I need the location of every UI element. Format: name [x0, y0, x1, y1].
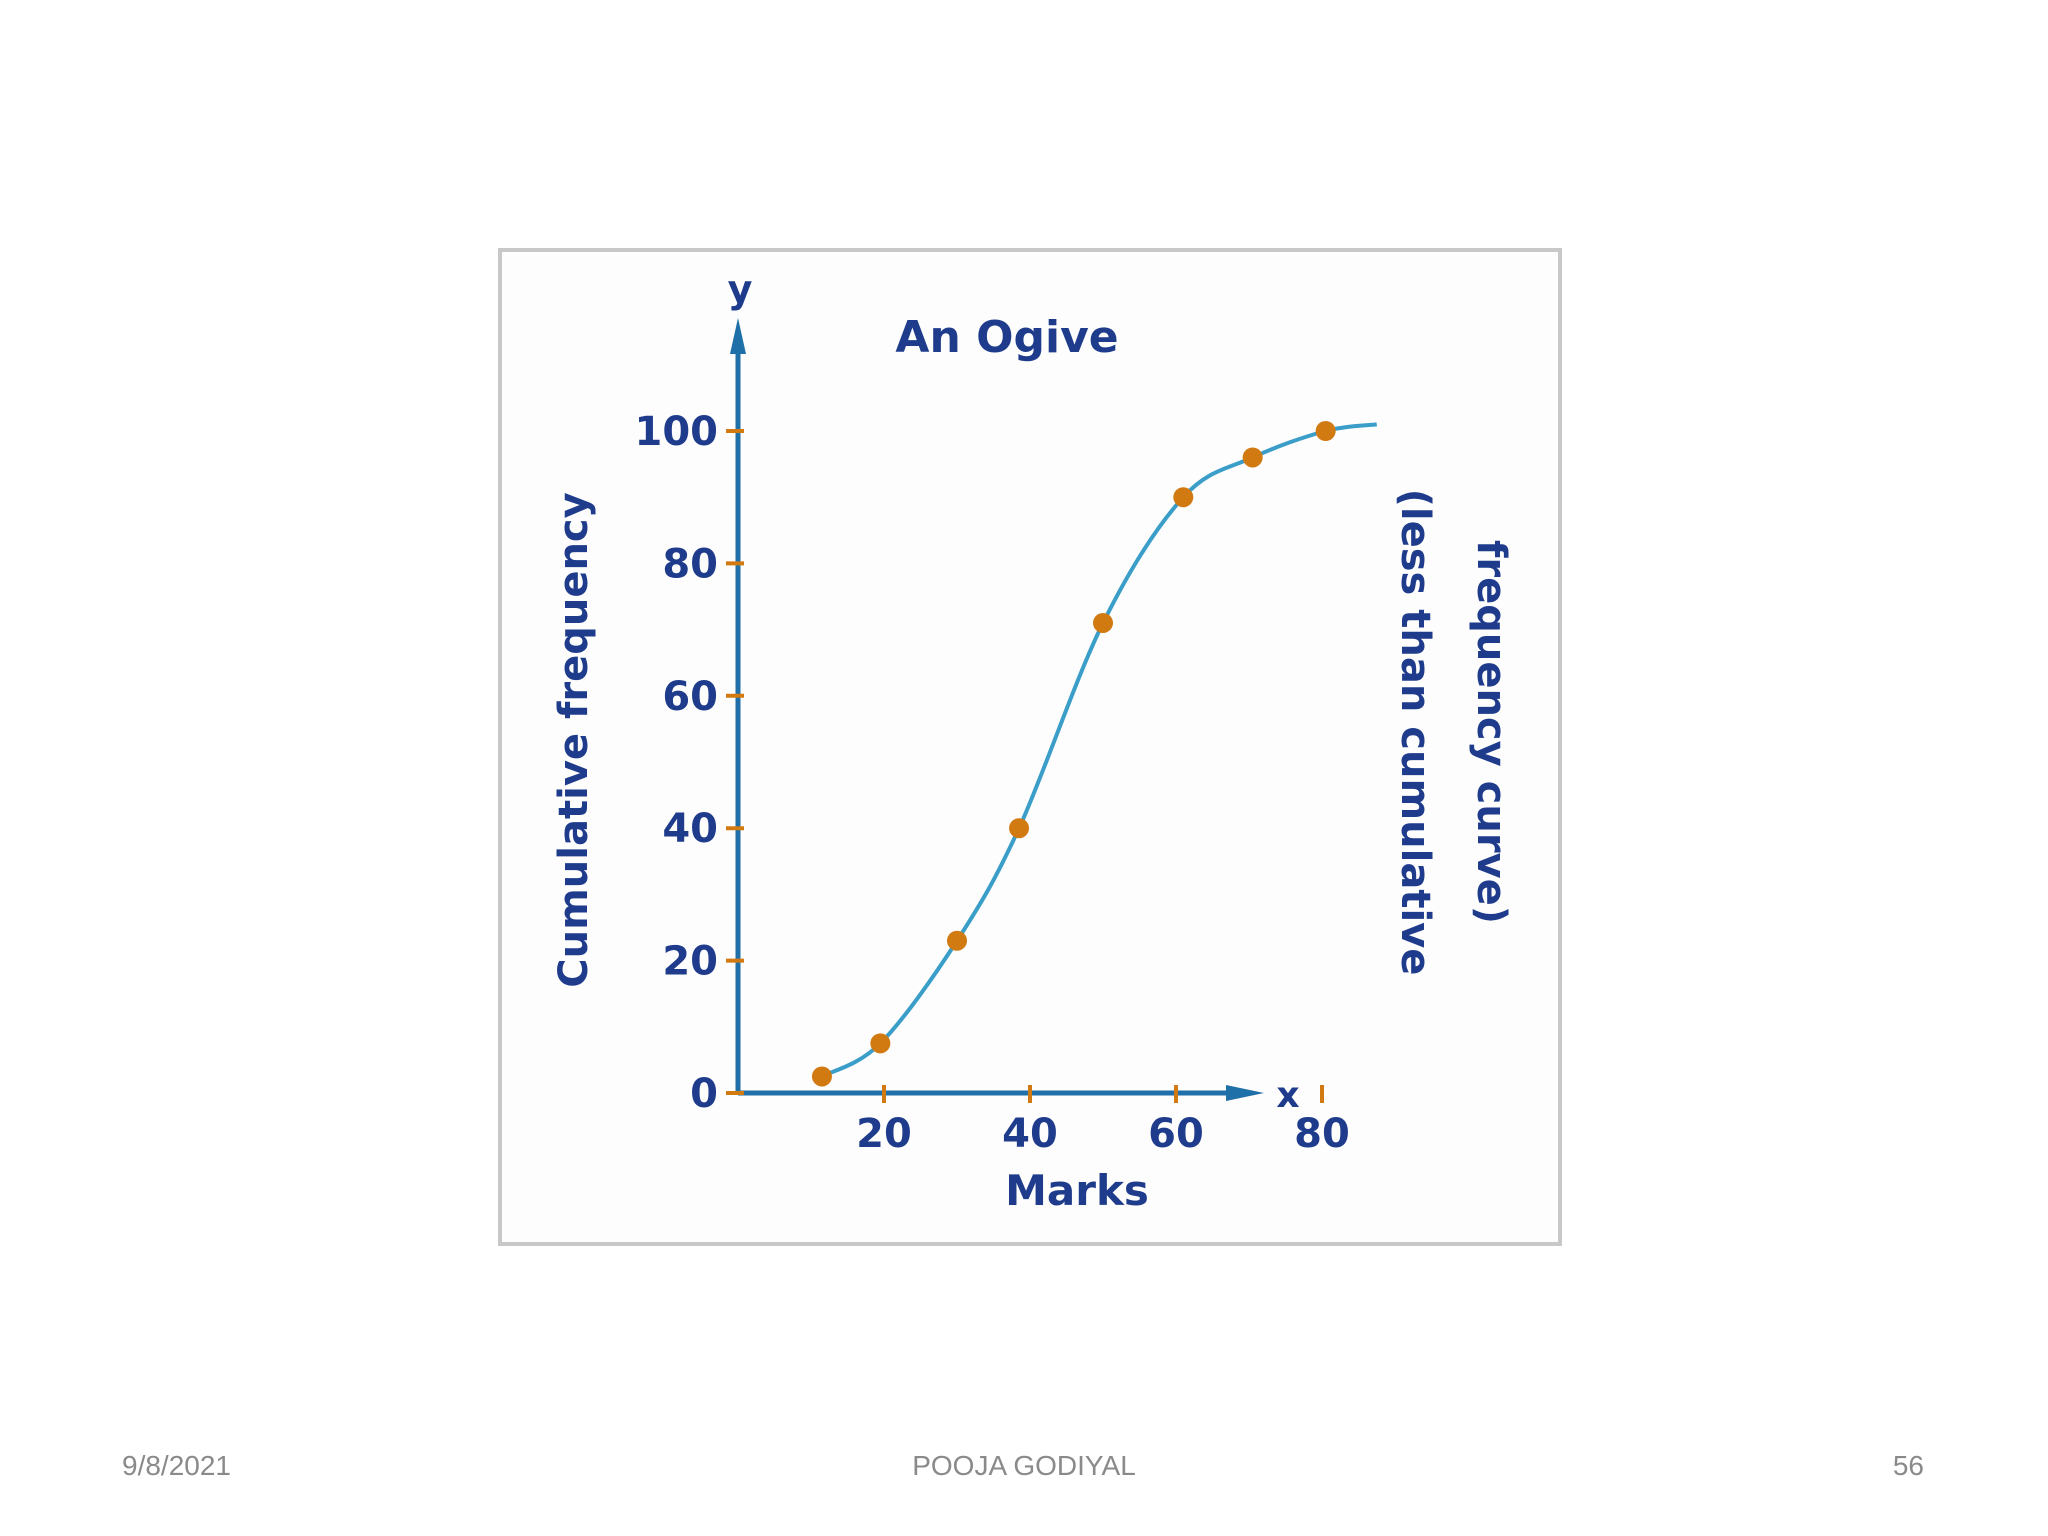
x-axis-arrow [1226, 1085, 1264, 1101]
slide-number: 56 [1892, 1450, 1924, 1481]
x-tick-label: 20 [856, 1111, 912, 1157]
x-tick-label: 40 [1002, 1111, 1058, 1157]
data-point [1093, 612, 1113, 633]
x-tick-label: 60 [1148, 1111, 1204, 1157]
chart-title: An Ogive [895, 312, 1118, 363]
data-point [1009, 818, 1030, 839]
y-axis-letter: y [728, 267, 753, 311]
ogive-curve [820, 422, 1378, 1079]
y-tick-label: 80 [662, 541, 718, 587]
chart-frame: x y 0 20 40 60 80 100 20 40 60 80 An Ogive Marks Cumul… [498, 248, 1562, 1246]
curve-annotation-line: frequency curve) [1468, 540, 1514, 924]
x-axis-letter: x [1276, 1075, 1299, 1116]
data-point [947, 930, 967, 951]
y-axis-label: Cumulative frequency [551, 492, 597, 987]
x-axis-label: Marks [1005, 1166, 1149, 1215]
footer-author: POOJA GODIYAL [912, 1450, 1136, 1481]
data-point [811, 1066, 832, 1087]
footer-date: 9/8/2021 [122, 1450, 231, 1481]
ogive-chart: x y 0 20 40 60 80 100 20 40 60 80 An Ogive Marks Cumul… [551, 267, 1514, 1215]
y-tick-label: 60 [662, 674, 718, 720]
y-tick-label: 20 [662, 939, 718, 985]
y-axis-arrow [730, 318, 746, 354]
data-point [1173, 487, 1194, 508]
curve-annotation-line: (less than cumulative [1392, 489, 1438, 976]
y-tick-label: 40 [662, 806, 718, 852]
y-tick-label: 100 [635, 409, 719, 455]
x-tick-label: 80 [1294, 1111, 1350, 1157]
data-point [870, 1033, 891, 1054]
data-point [1315, 421, 1336, 441]
y-tick-label: 0 [690, 1071, 718, 1117]
data-point [1242, 447, 1263, 468]
